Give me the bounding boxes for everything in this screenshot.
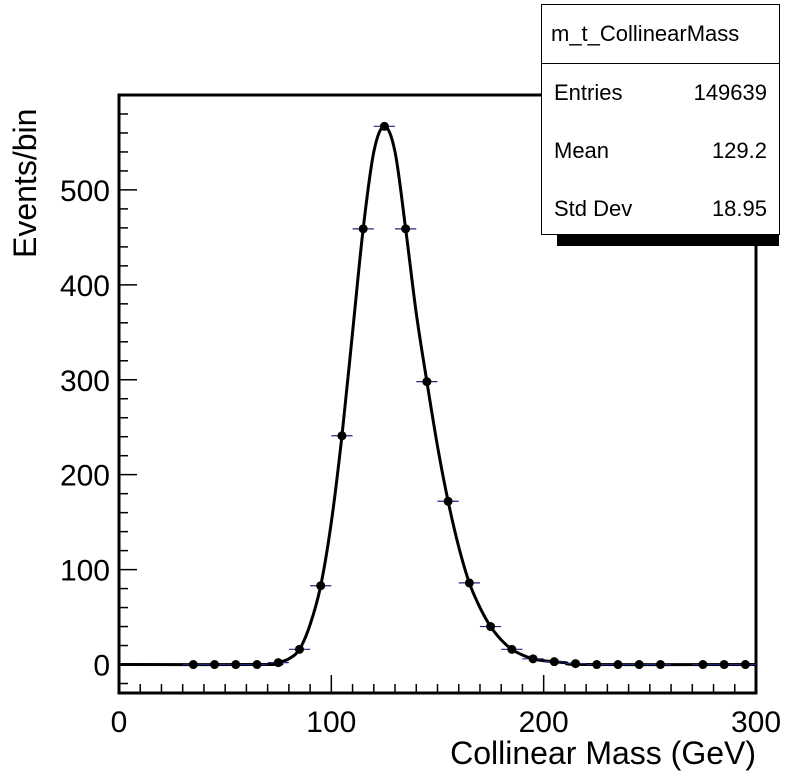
stats-value: 149639 [693, 80, 767, 105]
data-point [422, 377, 432, 387]
axis-ticks [118, 113, 757, 693]
data-point [698, 660, 708, 670]
data-point [571, 659, 581, 669]
data-point [294, 644, 304, 654]
data-point [252, 660, 262, 670]
x-tick-label: 0 [111, 706, 128, 739]
x-tick-label: 100 [306, 706, 356, 739]
data-point [210, 660, 220, 670]
stats-title: m_t_CollinearMass [542, 5, 779, 64]
y-tick-label: 300 [60, 365, 110, 398]
stats-label: Mean [554, 138, 610, 163]
data-point [507, 644, 517, 654]
stats-value: 129.2 [711, 138, 767, 163]
y-tick-label: 200 [60, 460, 110, 493]
data-point [379, 121, 389, 131]
data-point [316, 581, 326, 591]
data-point [549, 657, 559, 667]
fit-curve [118, 124, 757, 667]
data-points-layer [182, 121, 756, 670]
data-point [655, 660, 665, 670]
x-axis-label: Collinear Mass (GeV) [450, 735, 756, 771]
data-point [358, 224, 368, 234]
data-point [464, 578, 474, 588]
stats-row-mean: Mean 129.2 [542, 122, 779, 180]
data-point [273, 658, 283, 668]
data-point [443, 496, 453, 506]
data-point [188, 660, 198, 670]
fit-curve-layer [118, 124, 757, 667]
data-point [592, 660, 602, 670]
data-point [719, 660, 729, 670]
stats-label: Std Dev [554, 196, 633, 221]
data-point [613, 660, 623, 670]
data-point [634, 660, 644, 670]
stats-box: m_t_CollinearMass Entries 149639 Mean 12… [541, 4, 780, 235]
tick-labels: 0 100 200 300 0 100 200 300 400 500 [60, 175, 781, 739]
stats-row-stddev: Std Dev 18.95 [542, 180, 779, 238]
y-tick-label: 0 [93, 650, 110, 683]
data-point [231, 660, 241, 670]
data-point [486, 622, 496, 632]
y-tick-label: 100 [60, 555, 110, 588]
stats-label: Entries [554, 80, 623, 105]
data-point [740, 660, 750, 670]
data-point [337, 431, 347, 441]
y-tick-label: 400 [60, 270, 110, 303]
x-tick-label: 300 [731, 706, 781, 739]
data-point [401, 224, 411, 234]
stats-value: 18.95 [711, 196, 767, 221]
stats-row-entries: Entries 149639 [542, 64, 779, 122]
x-tick-label: 200 [519, 706, 569, 739]
y-tick-label: 500 [60, 175, 110, 208]
data-point [528, 654, 538, 664]
y-axis-label: Events/bin [7, 109, 43, 258]
